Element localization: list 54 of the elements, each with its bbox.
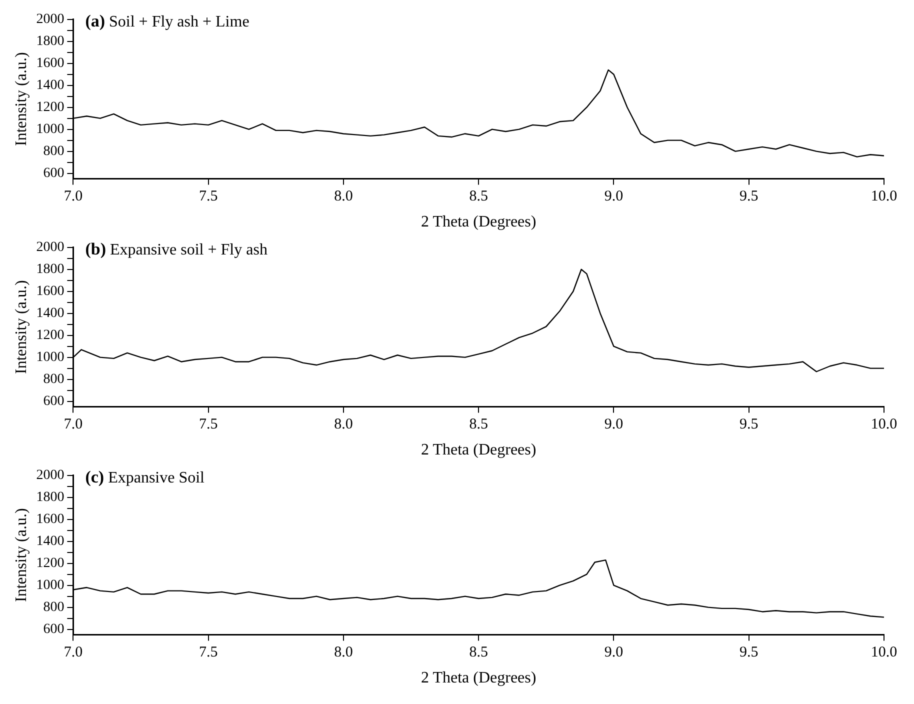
x-axis-title: 2 Theta (Degrees) [421, 442, 536, 459]
y-tick-label: 1200 [36, 556, 64, 572]
y-tick-label: 800 [43, 144, 64, 159]
y-tick-label: 2000 [36, 468, 64, 484]
y-tick-label: 1600 [36, 512, 64, 528]
x-tick-label: 8.0 [334, 188, 353, 205]
y-axis-title: Intensity (a.u.) [12, 280, 30, 374]
y-tick-label: 1800 [36, 490, 64, 506]
y-tick-label: 2000 [36, 240, 64, 256]
y-tick-label: 1200 [36, 100, 64, 116]
x-tick-label: 9.0 [604, 644, 624, 661]
y-tick-label: 1600 [36, 56, 64, 72]
y-tick-label: 1600 [36, 284, 64, 300]
y-tick-label: 1000 [36, 350, 64, 366]
y-tick-label: 600 [43, 622, 64, 637]
x-tick-label: 7.0 [64, 188, 83, 205]
x-tick-label: 7.5 [198, 416, 218, 433]
y-tick-label: 1400 [36, 306, 64, 322]
x-axis-title: 2 Theta (Degrees) [421, 670, 536, 687]
y-tick-label: 800 [43, 600, 64, 615]
y-tick-label: 1400 [36, 78, 64, 94]
x-tick-label: 9.0 [604, 188, 624, 205]
chart-title: (a) Soil + Fly ash + Lime [85, 11, 250, 31]
x-tick-label: 9.0 [604, 416, 624, 433]
x-tick-label: 7.5 [198, 644, 218, 661]
y-tick-label: 1800 [36, 262, 64, 278]
x-tick-label: 8.5 [469, 644, 488, 661]
x-tick-label: 10.0 [870, 188, 898, 205]
x-tick-label: 8.5 [469, 416, 488, 433]
x-tick-label: 9.5 [739, 416, 758, 433]
y-tick-label: 1000 [36, 578, 64, 594]
x-tick-label: 10.0 [870, 644, 898, 661]
y-tick-label: 600 [43, 166, 64, 181]
y-tick-label: 1800 [36, 34, 64, 50]
x-tick-label: 10.0 [870, 416, 898, 433]
y-tick-label: 600 [43, 394, 64, 409]
y-axis-title: Intensity (a.u.) [12, 52, 30, 146]
y-tick-label: 1400 [36, 534, 64, 550]
x-tick-label: 8.0 [334, 644, 353, 661]
x-tick-label: 8.0 [334, 416, 353, 433]
x-tick-label: 7.0 [64, 644, 83, 661]
x-tick-label: 9.5 [739, 188, 758, 205]
y-tick-label: 1000 [36, 122, 64, 138]
x-tick-label: 9.5 [739, 644, 758, 661]
y-tick-label: 2000 [36, 12, 64, 28]
y-tick-label: 800 [43, 372, 64, 387]
x-tick-label: 8.5 [469, 188, 488, 205]
y-tick-label: 1200 [36, 328, 64, 344]
x-axis-title: 2 Theta (Degrees) [421, 214, 536, 231]
chart-title: (c) Expansive Soil [85, 467, 206, 487]
y-axis-title: Intensity (a.u.) [12, 508, 30, 602]
x-tick-label: 7.0 [64, 416, 83, 433]
chart-title: (b) Expansive soil + Fly ash [85, 239, 268, 259]
x-tick-label: 7.5 [198, 188, 218, 205]
